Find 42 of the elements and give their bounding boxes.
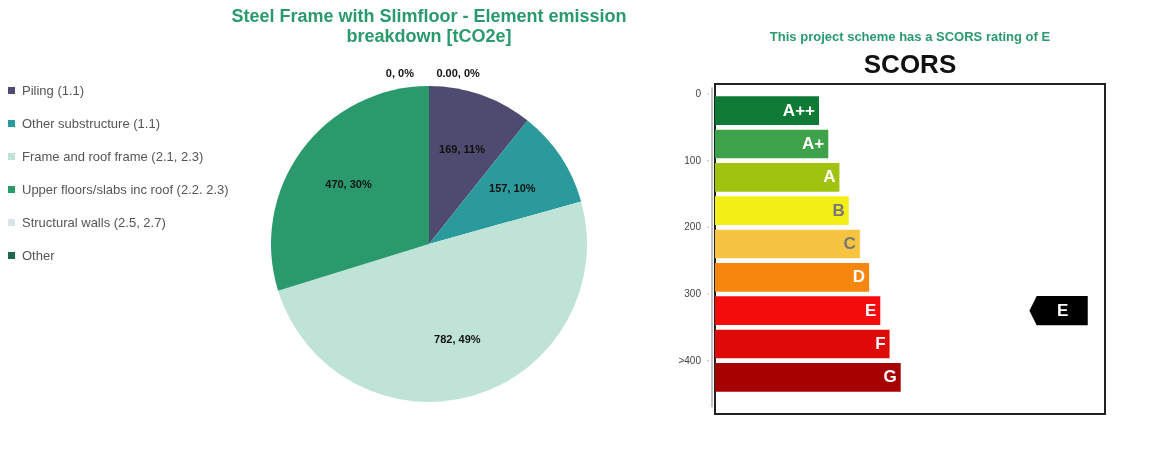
legend-label: Frame and roof frame (2.1, 2.3) <box>22 148 204 164</box>
bar <box>715 229 860 259</box>
y-tick-label: A+ <box>802 134 825 153</box>
y-tick-label: E <box>864 300 877 320</box>
bar <box>715 263 870 292</box>
y-tick-label: C <box>843 234 856 253</box>
legend-label: Other substructure (1.1) <box>22 115 160 131</box>
data-label: 470, 30% <box>325 177 372 190</box>
text: 0 <box>695 88 702 99</box>
bar <box>715 296 881 325</box>
y-tick-label: A++ <box>782 100 816 120</box>
pie-slice <box>278 201 587 402</box>
legend-label: Piling (1.1) <box>22 82 85 98</box>
chart-title: Steel Frame with Slimfloor - Element emission breakdown [tCO2e] <box>231 6 627 47</box>
pie-slice <box>429 120 582 244</box>
y-tick-label: A <box>823 167 836 187</box>
y-tick-label: B <box>832 200 845 220</box>
text: E <box>1056 300 1069 320</box>
bar <box>715 329 890 359</box>
data-label: 157, 10% <box>489 181 536 194</box>
y-tick-label: D <box>852 267 866 287</box>
chart-subtitle: SCORS <box>863 49 957 79</box>
legend-label: Structural walls (2.5, 2.7) <box>22 214 166 230</box>
bar <box>715 96 819 125</box>
bar <box>715 129 829 159</box>
bar <box>715 363 901 392</box>
legend-label: Other <box>22 247 56 263</box>
y-tick-label: G <box>883 367 897 387</box>
data-label: 169, 11% <box>439 142 486 155</box>
bar <box>715 163 840 192</box>
pie-slice <box>271 86 429 291</box>
text: >400 <box>678 354 702 366</box>
bar <box>715 196 849 225</box>
text: 100 <box>684 154 702 166</box>
chart-title: This project scheme has a SCORS rating of E <box>769 29 1051 44</box>
data-label: 782, 49% <box>434 332 481 345</box>
y-tick-label: F <box>875 334 886 353</box>
text: 200 <box>684 221 702 233</box>
text: 0.00, 0% <box>436 67 480 80</box>
legend-label: Upper floors/slabs inc roof (2.2. 2.3) <box>22 181 229 197</box>
text: 0, 0% <box>385 67 414 80</box>
text: 300 <box>684 288 702 299</box>
